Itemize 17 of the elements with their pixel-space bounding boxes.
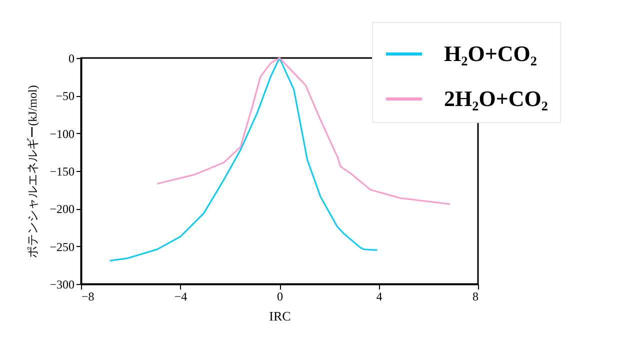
y-tick-label: 0 [68, 52, 74, 66]
y-tick-label: −300 [50, 278, 74, 292]
y-tick-label: −200 [50, 202, 74, 216]
line-series [109, 57, 378, 262]
x-axis-title: IRC [269, 308, 291, 324]
y-axis-title: ポテンシャルエネルギー(kJ/mol) [26, 85, 40, 258]
y-tick-label: −150 [50, 164, 74, 178]
legend-label: 2H₂O+CO₂ [444, 86, 548, 111]
x-tick-label: −4 [174, 290, 188, 304]
x-tick-label: 4 [376, 290, 382, 304]
x-tick-label: 0 [277, 290, 283, 304]
x-tick-label: 8 [472, 290, 478, 304]
y-tick-label: −100 [50, 126, 74, 141]
x-tick-label: −8 [82, 290, 94, 304]
y-tick-label: −250 [50, 240, 74, 254]
legend-label: H₂O+CO₂ [444, 41, 538, 66]
y-tick-label: −50 [56, 89, 74, 104]
